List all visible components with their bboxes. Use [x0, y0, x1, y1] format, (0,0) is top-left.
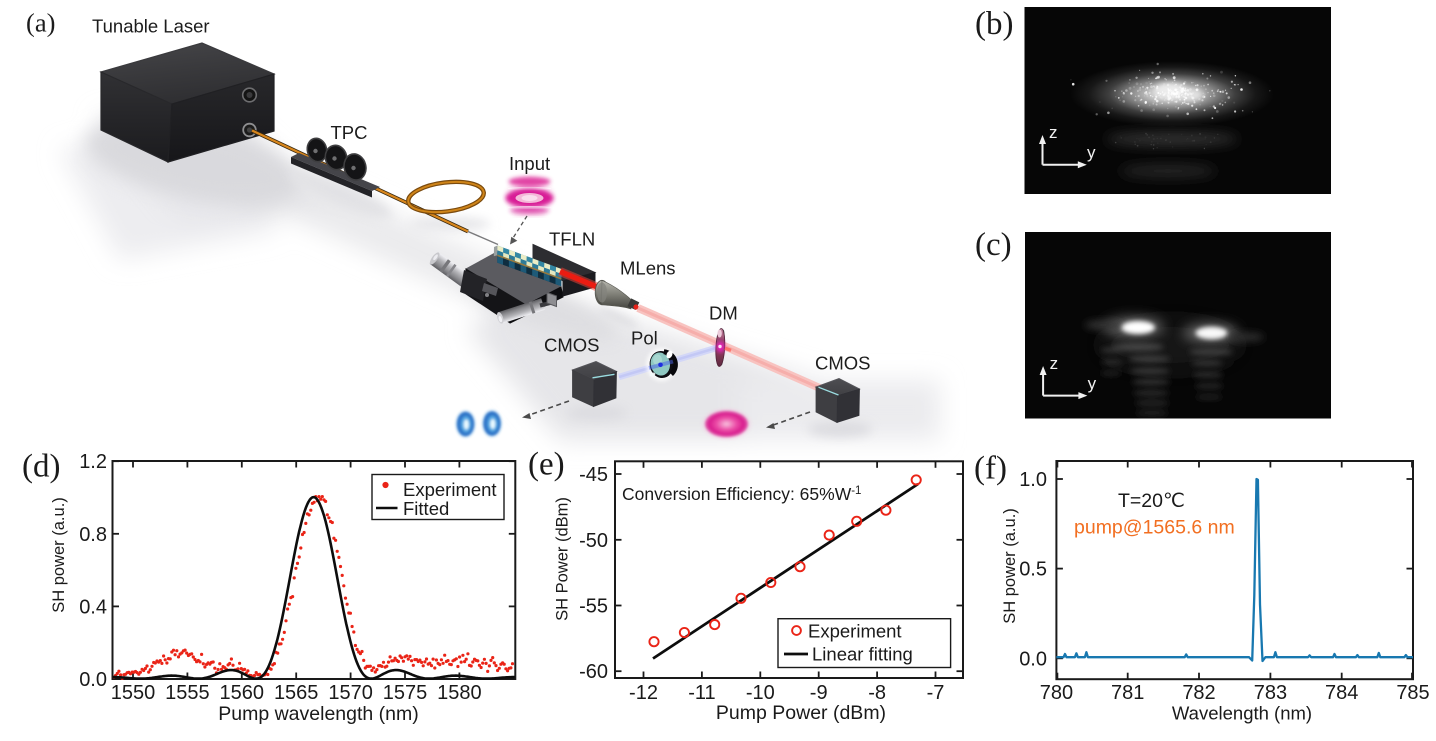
svg-text:Pol: Pol [631, 328, 658, 349]
svg-text:Experiment: Experiment [403, 479, 497, 500]
svg-text:TPC: TPC [331, 122, 368, 143]
svg-text:pump@1565.6 nm: pump@1565.6 nm [1074, 517, 1235, 539]
svg-text:1555: 1555 [165, 682, 210, 704]
svg-text:-9: -9 [810, 682, 828, 704]
svg-text:z: z [1049, 123, 1058, 142]
svg-text:(b): (b) [975, 6, 1013, 42]
svg-text:Fitted: Fitted [403, 498, 449, 519]
svg-text:1580: 1580 [437, 682, 482, 704]
svg-text:Pump wavelength (nm): Pump wavelength (nm) [218, 703, 419, 725]
svg-text:SH power (a.u.): SH power (a.u.) [1001, 508, 1019, 624]
svg-text:Experiment: Experiment [808, 621, 902, 642]
svg-text:780: 780 [1040, 682, 1073, 704]
svg-text:0.4: 0.4 [79, 596, 107, 618]
svg-text:SH power (a.u.): SH power (a.u.) [50, 497, 68, 613]
svg-text:1565: 1565 [274, 682, 319, 704]
svg-text:Conversion Efficiency: 65%W-1: Conversion Efficiency: 65%W-1 [622, 484, 861, 504]
svg-text:CMOS: CMOS [815, 353, 871, 374]
svg-text:TFLN: TFLN [549, 229, 595, 250]
svg-text:785: 785 [1396, 682, 1429, 704]
svg-text:784: 784 [1325, 682, 1358, 704]
svg-text:-10: -10 [746, 682, 775, 704]
svg-text:y: y [1087, 143, 1096, 162]
svg-text:0.0: 0.0 [1019, 648, 1047, 670]
svg-text:-11: -11 [688, 682, 715, 704]
svg-text:1550: 1550 [111, 682, 156, 704]
svg-text:Linear fitting: Linear fitting [812, 644, 913, 665]
svg-text:Pump Power (dBm): Pump Power (dBm) [716, 702, 886, 724]
svg-text:SH Power (dBm): SH Power (dBm) [554, 497, 572, 621]
svg-text:1.2: 1.2 [79, 451, 107, 473]
svg-text:0.8: 0.8 [79, 524, 107, 546]
svg-text:y: y [1088, 374, 1097, 393]
svg-text:1575: 1575 [383, 682, 428, 704]
svg-text:0.5: 0.5 [1019, 559, 1047, 581]
svg-text:(d): (d) [22, 449, 60, 485]
svg-text:(a): (a) [26, 8, 55, 38]
svg-text:(c): (c) [975, 227, 1012, 263]
svg-text:-45: -45 [579, 464, 608, 486]
svg-text:783: 783 [1254, 682, 1287, 704]
svg-text:0.0: 0.0 [79, 669, 107, 691]
svg-text:1560: 1560 [220, 682, 265, 704]
svg-text:781: 781 [1111, 682, 1144, 704]
svg-text:-60: -60 [579, 661, 608, 683]
svg-text:Wavelength (nm): Wavelength (nm) [1172, 703, 1312, 724]
svg-text:(e): (e) [528, 447, 565, 483]
svg-text:Tunable Laser: Tunable Laser [92, 16, 210, 37]
svg-text:T=20℃: T=20℃ [1118, 490, 1185, 512]
svg-text:-55: -55 [579, 596, 608, 618]
svg-text:MLens: MLens [620, 258, 676, 279]
svg-text:-12: -12 [629, 682, 658, 704]
svg-text:1.0: 1.0 [1019, 469, 1047, 491]
svg-text:(f): (f) [974, 451, 1007, 487]
svg-text:Input: Input [509, 153, 550, 174]
svg-text:-7: -7 [927, 682, 945, 704]
svg-text:1570: 1570 [328, 682, 373, 704]
svg-text:782: 782 [1182, 682, 1215, 704]
svg-text:z: z [1050, 354, 1059, 373]
svg-text:DM: DM [709, 303, 738, 324]
svg-text:-50: -50 [579, 530, 608, 552]
svg-text:-8: -8 [868, 682, 886, 704]
svg-text:CMOS: CMOS [544, 335, 600, 356]
